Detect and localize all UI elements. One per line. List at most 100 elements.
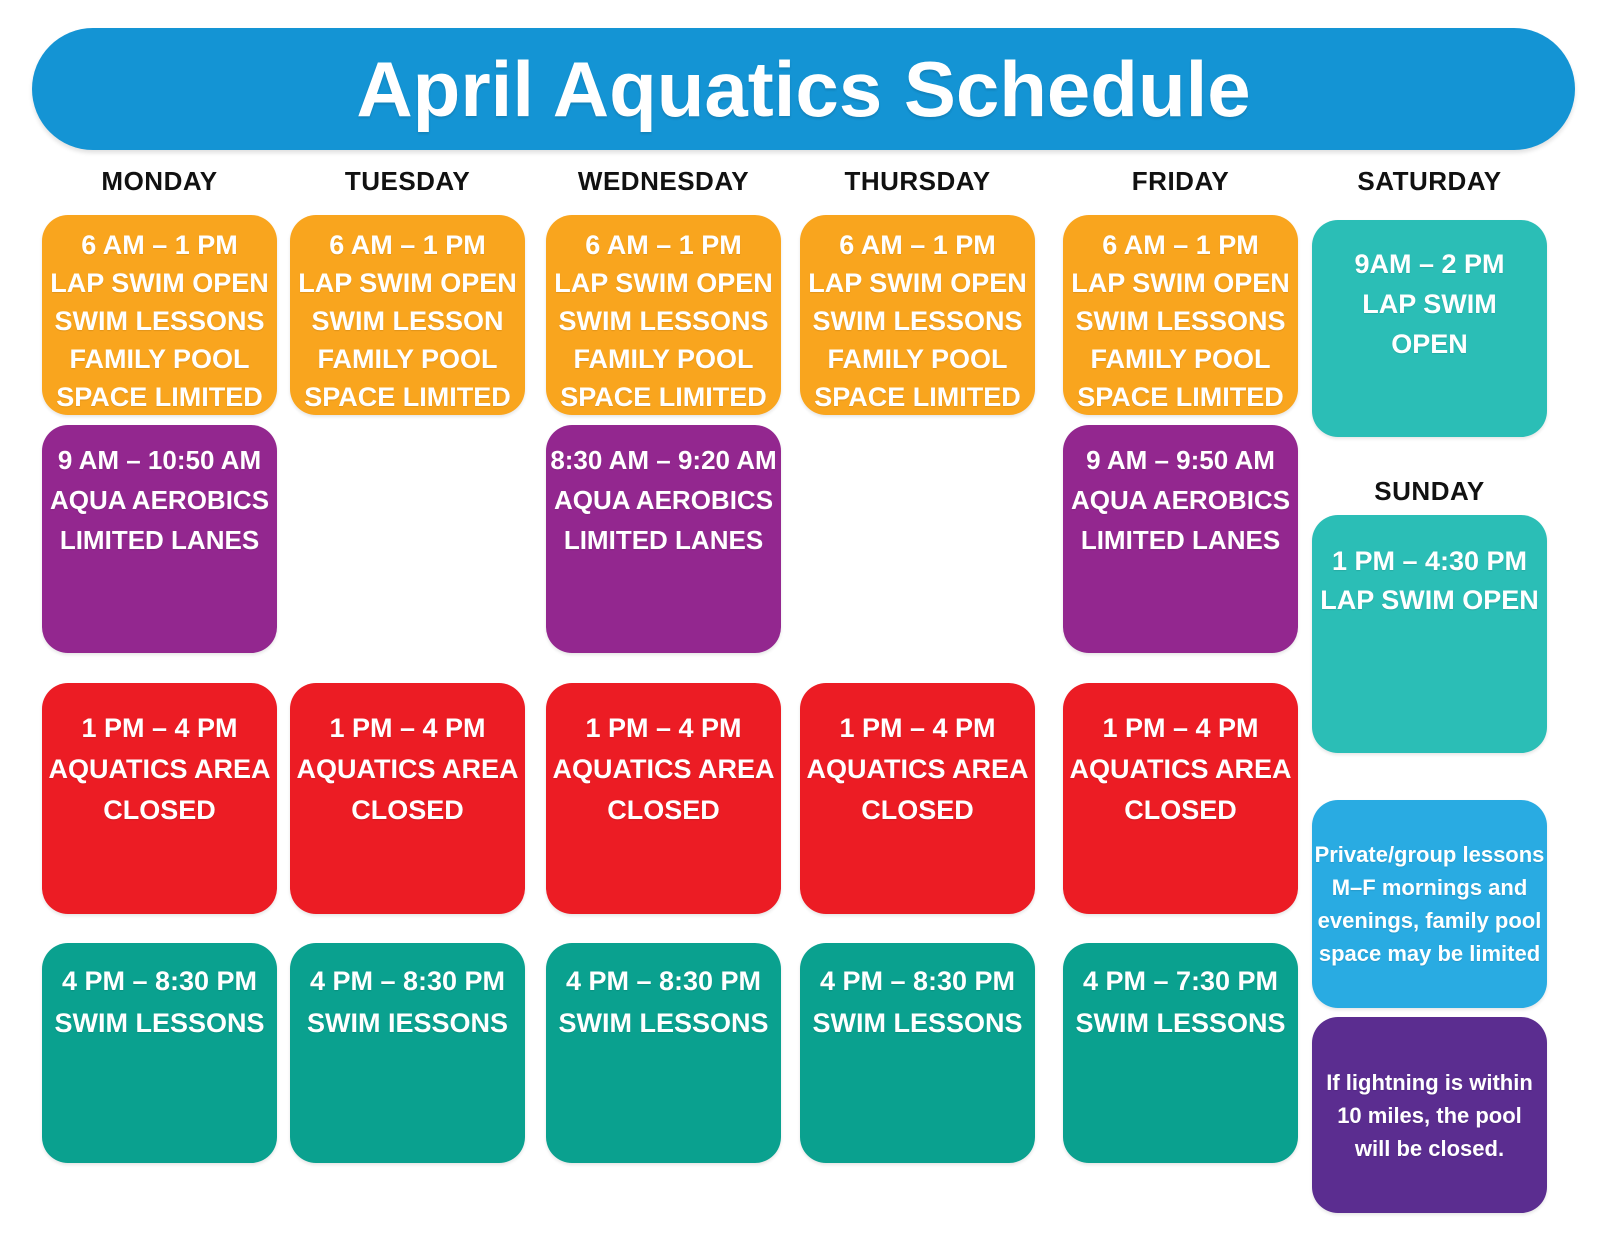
activity-line: SPACE LIMITED (304, 382, 511, 412)
block-wednesday-aerobics: 8:30 AM – 9:20 AM AQUA AEROBICS LIMITED … (546, 425, 781, 653)
time-range: 4 PM – 8:30 PM (565, 966, 762, 996)
activity-line: LIMITED LANES (59, 525, 260, 555)
block-thursday-morning: 6 AM – 1 PM LAP SWIM OPEN SWIM LESSONS F… (800, 215, 1035, 415)
block-tuesday-closed: 1 PM – 4 PM AQUATICS AREA CLOSED (290, 683, 525, 914)
time-range: 4 PM – 8:30 PM (819, 966, 1016, 996)
activity-line: LAP SWIM OPEN (50, 268, 269, 298)
activity-line: AQUA AEROBICS (553, 485, 774, 515)
block-friday-closed: 1 PM – 4 PM AQUATICS AREA CLOSED (1063, 683, 1298, 914)
time-range: 9AM – 2 PM (1354, 249, 1505, 279)
activity-line: SWIM LESSONS (1075, 1008, 1286, 1038)
activity-line: CLOSED (1124, 795, 1237, 825)
activity-line: CLOSED (861, 795, 974, 825)
activity-line: LAP SWIM OPEN (298, 268, 517, 298)
note-private-lessons: Private/group lessons M–F mornings and e… (1312, 800, 1547, 1008)
activity-line: LAP SWIM (1362, 289, 1497, 319)
time-range: 9 AM – 10:50 AM (57, 445, 262, 475)
time-range: 9 AM – 9:50 AM (1086, 445, 1275, 475)
block-tuesday-morning: 6 AM – 1 PM LAP SWIM OPEN SWIM LESSON FA… (290, 215, 525, 415)
time-range: 6 AM – 1 PM (839, 230, 996, 260)
block-monday-aerobics: 9 AM – 10:50 AM AQUA AEROBICS LIMITED LA… (42, 425, 277, 653)
activity-line: AQUATICS AREA (296, 754, 519, 784)
activity-line: CLOSED (103, 795, 216, 825)
time-range: 8:30 AM – 9:20 AM (550, 445, 777, 475)
activity-line: FAMILY POOL (827, 344, 1008, 374)
time-range: 6 AM – 1 PM (329, 230, 486, 260)
activity-line: LAP SWIM OPEN (808, 268, 1027, 298)
title-banner: April Aquatics Schedule (32, 28, 1575, 150)
page-title: April Aquatics Schedule (356, 44, 1251, 133)
activity-line: SWIM LESSONS (1075, 306, 1286, 336)
activity-line: LIMITED LANES (1080, 525, 1281, 555)
time-range: 1 PM – 4 PM (839, 713, 996, 743)
activity-line: FAMILY POOL (69, 344, 250, 374)
activity-line: LAP SWIM OPEN (1071, 268, 1290, 298)
activity-line: CLOSED (607, 795, 720, 825)
activity-line: AQUATICS AREA (1069, 754, 1292, 784)
time-range: 4 PM – 8:30 PM (61, 966, 258, 996)
note-line: M–F mornings and (1331, 875, 1528, 900)
activity-line: LAP SWIM OPEN (554, 268, 773, 298)
block-monday-morning: 6 AM – 1 PM LAP SWIM OPEN SWIM LESSONS F… (42, 215, 277, 415)
day-header-wednesday: WEDNESDAY (577, 166, 750, 196)
block-tuesday-lessons: 4 PM – 8:30 PM SWIM IESSONS (290, 943, 525, 1163)
time-range: 1 PM – 4 PM (329, 713, 486, 743)
day-header-thursday: THURSDAY (844, 166, 991, 196)
block-sunday-open: 1 PM – 4:30 PM LAP SWIM OPEN (1312, 515, 1547, 753)
day-header-saturday: SATURDAY (1357, 166, 1502, 196)
block-saturday-open: 9AM – 2 PM LAP SWIM OPEN (1312, 220, 1547, 437)
activity-line: FAMILY POOL (1090, 344, 1271, 374)
time-range: 1 PM – 4 PM (81, 713, 238, 743)
activity-line: AQUATICS AREA (552, 754, 775, 784)
activity-line: CLOSED (351, 795, 464, 825)
note-line: If lightning is within (1326, 1069, 1533, 1095)
activity-line: SPACE LIMITED (56, 382, 263, 412)
activity-line: AQUATICS AREA (806, 754, 1029, 784)
time-range: 1 PM – 4 PM (585, 713, 742, 743)
activity-line: AQUA AEROBICS (49, 485, 270, 515)
block-friday-aerobics: 9 AM – 9:50 AM AQUA AEROBICS LIMITED LAN… (1063, 425, 1298, 653)
block-friday-morning: 6 AM – 1 PM LAP SWIM OPEN SWIM LESSONS F… (1063, 215, 1298, 415)
activity-line: SWIM LESSONS (558, 306, 769, 336)
day-header-friday: FRIDAY (1131, 166, 1230, 196)
activity-line: AQUA AEROBICS (1070, 485, 1291, 515)
activity-line: SWIM IESSONS (306, 1008, 509, 1038)
time-range: 6 AM – 1 PM (81, 230, 238, 260)
block-wednesday-lessons: 4 PM – 8:30 PM SWIM LESSONS (546, 943, 781, 1163)
activity-line: FAMILY POOL (573, 344, 754, 374)
activity-line: SWIM LESSONS (54, 306, 265, 336)
note-line: 10 miles, the pool (1337, 1102, 1522, 1128)
block-friday-lessons: 4 PM – 7:30 PM SWIM LESSONS (1063, 943, 1298, 1163)
time-range: 1 PM – 4:30 PM (1331, 546, 1528, 576)
block-thursday-closed: 1 PM – 4 PM AQUATICS AREA CLOSED (800, 683, 1035, 914)
activity-line: OPEN (1391, 329, 1468, 359)
activity-line: SWIM LESSONS (558, 1008, 769, 1038)
block-wednesday-closed: 1 PM – 4 PM AQUATICS AREA CLOSED (546, 683, 781, 914)
activity-line: SWIM LESSONS (54, 1008, 265, 1038)
note-line: evenings, family pool (1317, 908, 1542, 933)
day-header-sunday: SUNDAY (1374, 476, 1485, 506)
time-range: 4 PM – 8:30 PM (309, 966, 506, 996)
activity-line: SWIM LESSON (311, 306, 504, 336)
note-line: space may be limited (1318, 941, 1541, 966)
activity-line: SPACE LIMITED (814, 382, 1021, 412)
day-header-monday: MONDAY (101, 166, 218, 196)
block-monday-closed: 1 PM – 4 PM AQUATICS AREA CLOSED (42, 683, 277, 914)
activity-line: FAMILY POOL (317, 344, 498, 374)
block-monday-lessons: 4 PM – 8:30 PM SWIM LESSONS (42, 943, 277, 1163)
note-line: will be closed. (1354, 1135, 1505, 1161)
activity-line: SPACE LIMITED (560, 382, 767, 412)
note-lightning: If lightning is within 10 miles, the poo… (1312, 1017, 1547, 1213)
time-range: 4 PM – 7:30 PM (1082, 966, 1279, 996)
block-thursday-lessons: 4 PM – 8:30 PM SWIM LESSONS (800, 943, 1035, 1163)
time-range: 6 AM – 1 PM (585, 230, 742, 260)
activity-line: AQUATICS AREA (48, 754, 271, 784)
day-header-tuesday: TUESDAY (344, 166, 471, 196)
activity-line: SWIM LESSONS (812, 306, 1023, 336)
time-range: 6 AM – 1 PM (1102, 230, 1259, 260)
note-line: Private/group lessons (1314, 842, 1545, 867)
activity-line: SPACE LIMITED (1077, 382, 1284, 412)
activity-line: SWIM LESSONS (812, 1008, 1023, 1038)
activity-line: LAP SWIM OPEN (1320, 585, 1539, 615)
